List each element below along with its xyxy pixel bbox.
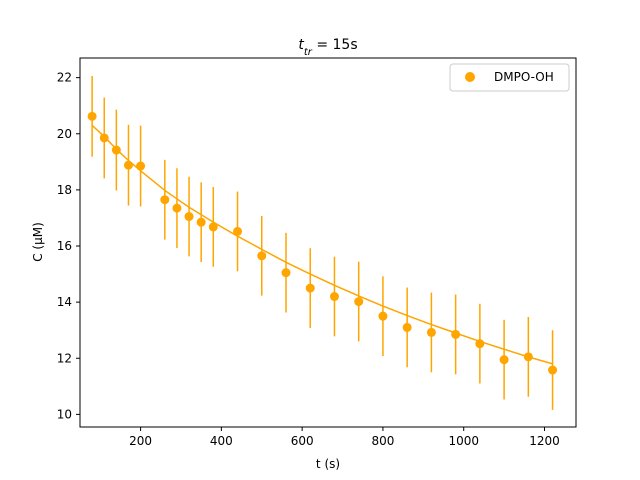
x-tick-label: 800 bbox=[371, 434, 394, 448]
chart-title-subscript: tr bbox=[304, 47, 313, 58]
y-tick-label: 22 bbox=[57, 71, 72, 85]
legend: DMPO-OH bbox=[449, 63, 570, 92]
y-tick-label: 18 bbox=[57, 183, 72, 197]
y-tick-label: 16 bbox=[57, 239, 72, 253]
data-point bbox=[378, 311, 388, 321]
legend-label: DMPO-OH bbox=[494, 70, 554, 84]
x-axis-label: t (s) bbox=[316, 457, 340, 471]
data-point bbox=[233, 226, 243, 236]
y-tick-label: 14 bbox=[57, 295, 72, 309]
data-point bbox=[305, 283, 315, 293]
y-axis-label: C (µM) bbox=[31, 222, 45, 262]
data-point bbox=[475, 339, 485, 349]
chart-title: ttr = 15s bbox=[298, 37, 357, 58]
plot-area bbox=[80, 58, 576, 427]
data-point bbox=[402, 322, 412, 332]
x-tick-label: 200 bbox=[129, 434, 152, 448]
data-point bbox=[281, 268, 291, 278]
data-point bbox=[184, 212, 194, 222]
data-point bbox=[329, 292, 339, 302]
data-point bbox=[451, 329, 461, 339]
chart-title-main: t bbox=[298, 37, 304, 53]
x-tick-label: 600 bbox=[291, 434, 314, 448]
data-point bbox=[160, 195, 170, 205]
data-point bbox=[172, 203, 182, 213]
legend-marker bbox=[465, 72, 475, 82]
chart-title-rest: = 15s bbox=[312, 37, 358, 53]
plot-frame bbox=[79, 57, 577, 428]
data-point bbox=[523, 352, 533, 362]
x-tick-label: 1000 bbox=[448, 434, 479, 448]
data-point bbox=[208, 222, 218, 232]
fit-line bbox=[91, 124, 553, 365]
data-point bbox=[499, 355, 509, 365]
y-tick-label: 20 bbox=[57, 127, 72, 141]
data-point bbox=[196, 217, 206, 227]
data-point bbox=[99, 133, 109, 143]
data-point bbox=[257, 251, 267, 261]
data-point bbox=[111, 145, 121, 155]
data-point bbox=[426, 327, 436, 337]
y-tick-label: 12 bbox=[57, 351, 72, 365]
y-tick-label: 10 bbox=[57, 407, 72, 421]
legend-box bbox=[449, 63, 570, 92]
data-point bbox=[548, 365, 558, 375]
x-tick-label: 1200 bbox=[529, 434, 560, 448]
data-point bbox=[123, 160, 133, 170]
x-tick-label: 400 bbox=[210, 434, 233, 448]
data-point bbox=[354, 297, 364, 307]
data-point bbox=[87, 111, 97, 121]
data-point bbox=[136, 161, 146, 171]
